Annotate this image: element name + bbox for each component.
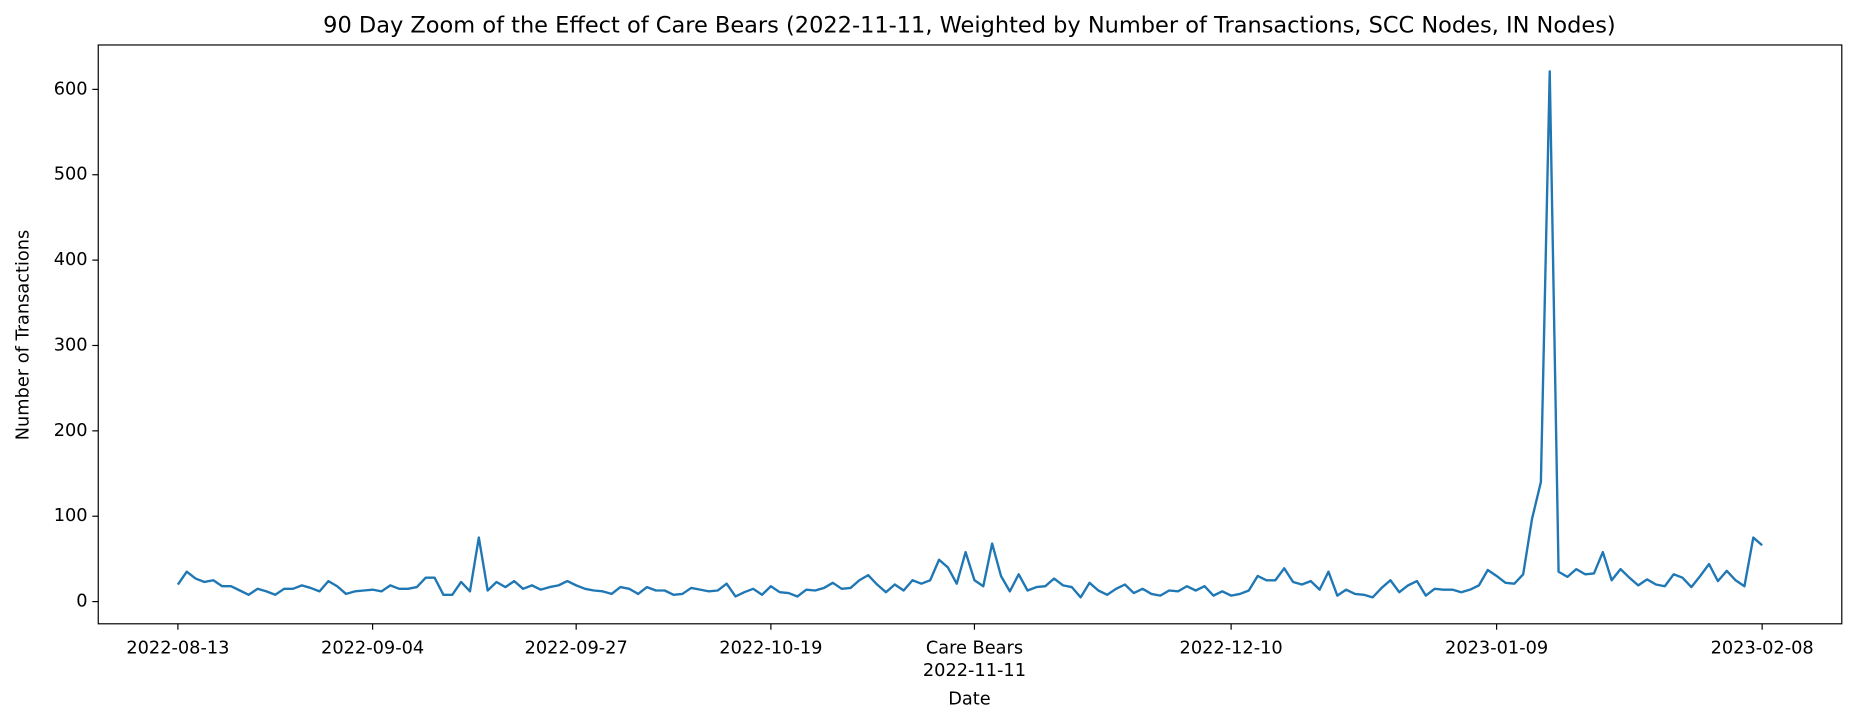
- annotation: Care Bears: [926, 639, 1023, 659]
- x-tick-label: 2022-12-10: [1180, 639, 1283, 659]
- y-tick-label: 0: [76, 592, 87, 612]
- x-tick-label: 2023-01-09: [1445, 639, 1548, 659]
- x-tick-label: 2023-02-08: [1711, 639, 1814, 659]
- y-tick-label: 300: [54, 335, 88, 355]
- x-tick-label: 2022-09-27: [525, 639, 628, 659]
- y-tick-label: 200: [54, 421, 88, 441]
- plot-frame: [97, 44, 1843, 625]
- x-tick-label: 2022-09-04: [321, 639, 424, 659]
- x-tick-label: 2022-08-13: [126, 639, 229, 659]
- chart-title: 90 Day Zoom of the Effect of Care Bears …: [323, 13, 1616, 39]
- y-axis-label: Number of Transactions: [14, 230, 34, 441]
- y-tick-label: 600: [54, 79, 88, 99]
- data-line: [176, 70, 1763, 599]
- y-tick-label: 100: [54, 506, 88, 526]
- x-tick-label: 2022-10-19: [719, 639, 822, 659]
- y-tick-label: 400: [54, 250, 88, 270]
- x-tick-label: 2022-11-11: [923, 661, 1026, 681]
- y-tick-label: 500: [54, 165, 88, 185]
- x-axis-label: Date: [948, 690, 990, 710]
